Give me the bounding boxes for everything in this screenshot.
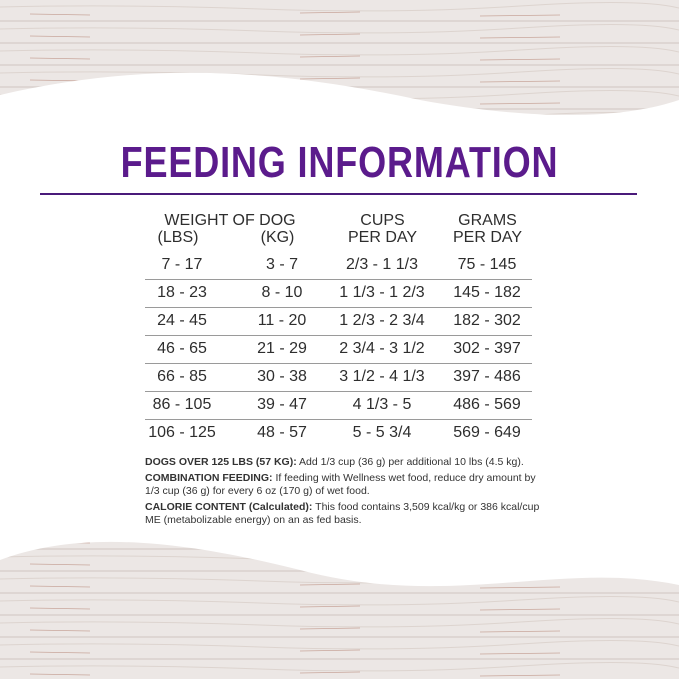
table-row: 106 - 125 48 - 57 5 - 5 3/4 569 - 649 [145, 419, 532, 447]
note-text: Add 1/3 cup (36 g) per additional 10 lbs… [296, 456, 524, 468]
cell-grams: 486 - 569 [453, 396, 521, 413]
table-row: 7 - 17 3 - 7 2/3 - 1 1/3 75 - 145 [145, 251, 532, 280]
white-panel [0, 72, 679, 587]
cell-lbs: 46 - 65 [157, 340, 207, 357]
cell-kg: 11 - 20 [257, 312, 307, 329]
cell-grams: 182 - 302 [453, 312, 521, 329]
table-row: 66 - 85 30 - 38 3 1/2 - 4 1/3 397 - 486 [145, 363, 532, 392]
note-label: DOGS OVER 125 LBS (57 KG): [145, 456, 297, 468]
cell-grams: 397 - 486 [453, 368, 521, 385]
cell-grams: 145 - 182 [453, 284, 521, 301]
table-row: 86 - 105 39 - 47 4 1/3 - 5 486 - 569 [145, 391, 532, 420]
cell-lbs: 18 - 23 [157, 284, 207, 301]
cell-kg: 39 - 47 [257, 396, 307, 413]
note-calorie: CALORIE CONTENT (Calculated): This food … [145, 501, 545, 528]
title-divider [40, 193, 637, 195]
header-grams-line2: PER DAY [452, 229, 523, 246]
note-label: COMBINATION FEEDING: [145, 471, 273, 484]
cell-lbs: 24 - 45 [157, 312, 207, 329]
cell-grams: 302 - 397 [453, 340, 521, 357]
cell-kg: 48 - 57 [257, 424, 307, 441]
page-title: FEEDING INFORMATION [120, 138, 559, 187]
cell-lbs: 106 - 125 [148, 424, 216, 441]
header-cups-line1: CUPS [360, 212, 405, 229]
note-text: If feeding with Wellness wet food, reduc… [145, 471, 536, 498]
cell-lbs: 7 - 17 [161, 256, 203, 273]
header-grams: GRAMS PER DAY [440, 212, 535, 246]
cell-cups: 2/3 - 1 1/3 [345, 256, 419, 273]
cell-cups: 2 3/4 - 3 1/2 [339, 340, 425, 357]
note-over-125: DOGS OVER 125 LBS (57 KG): Add 1/3 cup (… [145, 456, 545, 470]
cell-grams: 569 - 649 [453, 424, 521, 441]
note-label: CALORIE CONTENT (Calculated): [145, 500, 313, 513]
cell-kg: 8 - 10 [261, 284, 303, 301]
header-cups: CUPS PER DAY [335, 212, 430, 246]
table-row: 24 - 45 11 - 20 1 2/3 - 2 3/4 182 - 302 [145, 307, 532, 336]
cell-kg: 30 - 38 [257, 368, 307, 385]
cell-lbs: 86 - 105 [152, 396, 212, 413]
feeding-notes: DOGS OVER 125 LBS (57 KG): Add 1/3 cup (… [145, 456, 545, 530]
cell-cups: 1 2/3 - 2 3/4 [339, 312, 425, 329]
header-cups-line2: PER DAY [347, 229, 418, 246]
note-text: This food contains 3,509 kcal/kg or 386 … [145, 500, 540, 527]
header-kg: (KG) [260, 229, 295, 246]
note-combination: COMBINATION FEEDING: If feeding with Wel… [145, 472, 545, 499]
table-row: 46 - 65 21 - 29 2 3/4 - 3 1/2 302 - 397 [145, 335, 532, 364]
cell-cups: 5 - 5 3/4 [352, 424, 412, 441]
header-grams-line1: GRAMS [458, 212, 517, 229]
table-row: 18 - 23 8 - 10 1 1/3 - 1 2/3 145 - 182 [145, 279, 532, 308]
cell-cups: 3 1/2 - 4 1/3 [339, 368, 425, 385]
header-weight: WEIGHT OF DOG [164, 212, 296, 229]
cell-kg: 3 - 7 [265, 256, 298, 273]
cell-grams: 75 - 145 [457, 256, 517, 273]
header-lbs: (LBS) [157, 229, 199, 246]
cell-lbs: 66 - 85 [157, 368, 207, 385]
cell-cups: 1 1/3 - 1 2/3 [339, 284, 425, 301]
cell-cups: 4 1/3 - 5 [352, 396, 412, 413]
cell-kg: 21 - 29 [257, 340, 307, 357]
